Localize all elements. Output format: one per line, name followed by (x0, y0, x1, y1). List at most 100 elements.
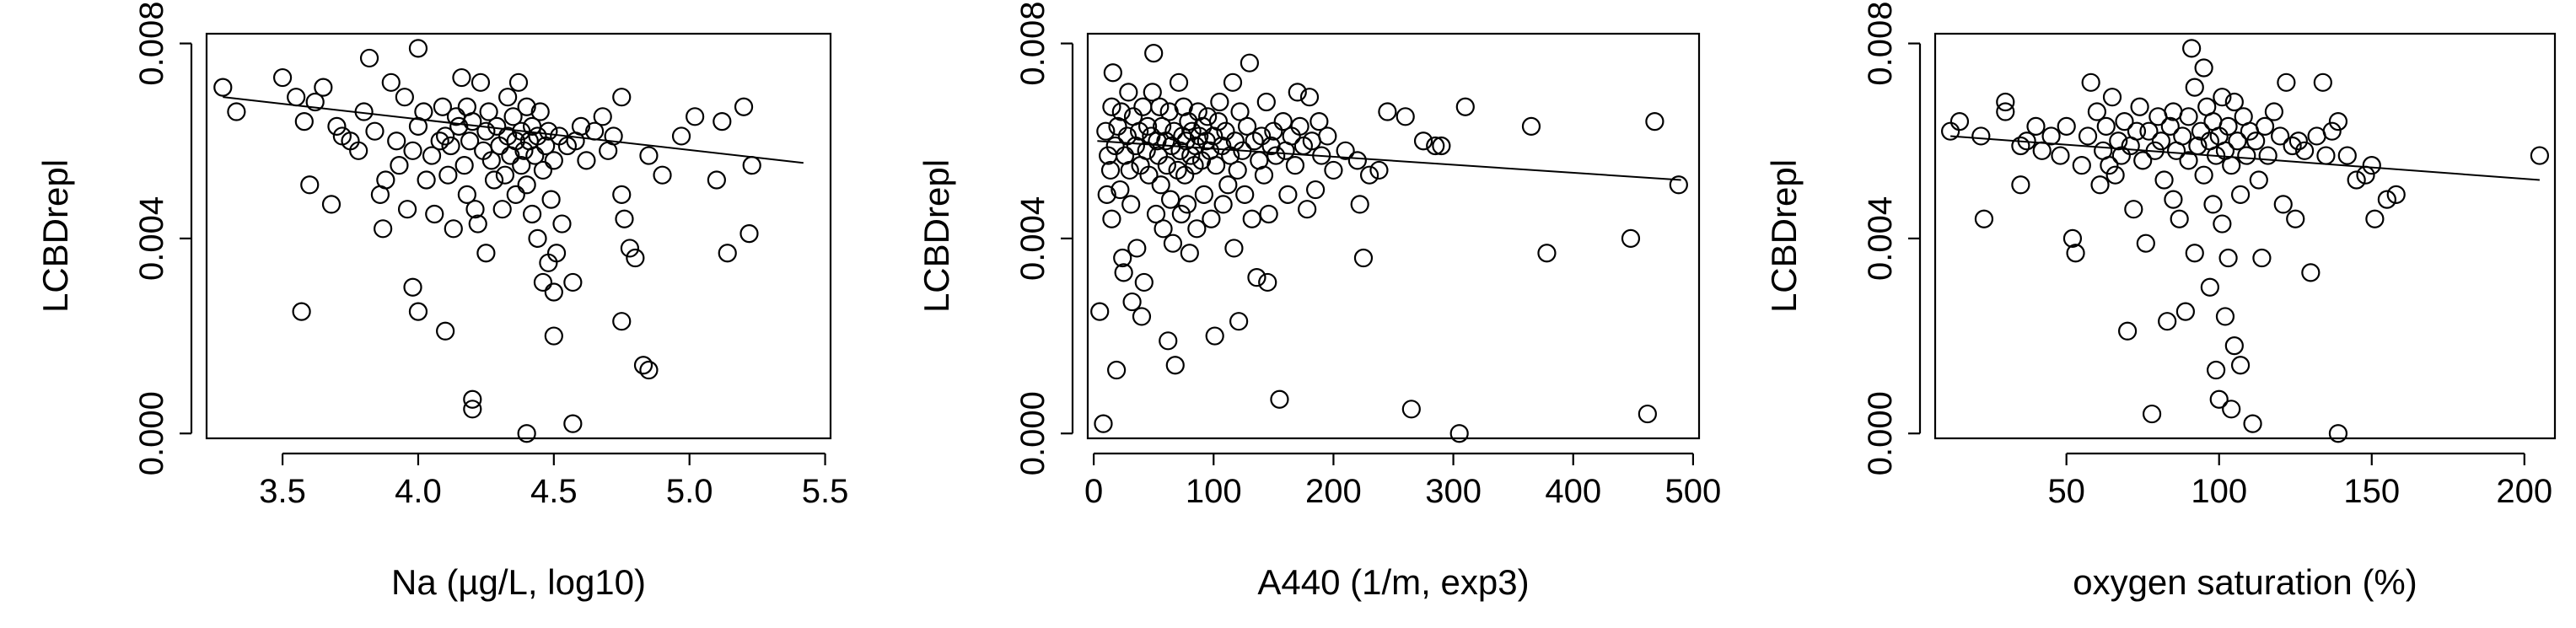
data-point (2096, 116, 2116, 136)
data-point (522, 204, 542, 224)
data-point (1146, 204, 1166, 224)
data-point (1143, 83, 1162, 102)
data-point (544, 151, 563, 170)
data-point (403, 277, 422, 297)
data-point (425, 204, 444, 224)
data-point (1159, 331, 1178, 351)
data-point (577, 151, 596, 170)
data-point (506, 185, 525, 204)
data-point (1369, 160, 1389, 180)
data-point (321, 195, 341, 214)
data-point (2222, 400, 2241, 419)
data-point (457, 185, 476, 204)
data-point (2148, 107, 2168, 126)
data-point (508, 72, 529, 92)
data-point (390, 156, 409, 175)
data-point (2170, 209, 2189, 228)
data-point (2237, 146, 2256, 165)
data-point (417, 170, 436, 190)
data-point (2118, 321, 2138, 341)
data-point (349, 141, 368, 160)
data-point (2328, 111, 2348, 132)
data-point (408, 39, 428, 58)
data-point (2175, 302, 2195, 321)
data-point (2530, 146, 2549, 165)
data-point (2127, 121, 2147, 141)
data-point (517, 424, 536, 443)
data-point (1537, 244, 1557, 263)
data-point (707, 170, 726, 190)
data-point (1151, 175, 1170, 195)
x-tick-label: 150 (2343, 473, 2400, 510)
data-point (2133, 151, 2153, 170)
data-point (2273, 195, 2293, 214)
data-point (314, 78, 333, 97)
y-tick-label: 0.004 (1862, 196, 1899, 281)
data-point (1247, 268, 1266, 287)
data-point (1216, 121, 1235, 141)
data-point (2271, 126, 2290, 146)
data-point (2386, 185, 2406, 204)
data-point (1359, 165, 1379, 185)
data-point (300, 175, 320, 195)
data-point (2185, 244, 2204, 263)
data-point (2307, 126, 2326, 146)
data-point (395, 88, 414, 107)
data-point (1228, 160, 1247, 180)
data-point (1139, 165, 1159, 185)
data-point (1120, 160, 1139, 180)
x-tick-label: 4.0 (395, 473, 442, 510)
data-point (2194, 165, 2213, 185)
data-point (1252, 126, 1272, 146)
data-point (2218, 116, 2238, 136)
data-point (2115, 111, 2134, 132)
data-point (397, 200, 417, 219)
x-tick-label: 5.0 (666, 473, 713, 510)
data-point (1285, 156, 1305, 175)
data-point (2179, 151, 2198, 170)
x-tick-label: 300 (1425, 473, 1482, 510)
data-point (1256, 92, 1276, 112)
data-point (287, 88, 306, 107)
data-point (1218, 175, 1238, 195)
data-point (503, 107, 523, 126)
data-point (1102, 97, 1121, 116)
x-tick-label: 3.5 (259, 473, 306, 510)
data-point (1111, 180, 1130, 200)
data-point (1177, 195, 1197, 214)
data-point (1449, 424, 1469, 443)
y-tick-label: 0.000 (1014, 391, 1051, 475)
data-point (1223, 72, 1243, 92)
data-point (1264, 121, 1283, 141)
data-point (1134, 272, 1154, 293)
data-point (1205, 326, 1224, 346)
data-point (552, 214, 572, 233)
x-tick-label: 0 (1084, 473, 1103, 510)
data-point (1207, 156, 1226, 175)
data-point (2072, 156, 2091, 175)
x-tick-label: 400 (1545, 473, 1601, 510)
data-point (495, 165, 515, 185)
data-point (2224, 336, 2244, 356)
data-point (1350, 195, 1369, 214)
data-point (2362, 156, 2381, 175)
data-point (1194, 185, 1213, 204)
data-point (481, 151, 501, 170)
data-point (2164, 190, 2183, 209)
data-point (1114, 263, 1133, 282)
data-point (2087, 102, 2106, 121)
data-point (2102, 88, 2122, 107)
y-axis-title: LCBDrepl (917, 159, 956, 313)
data-point (713, 111, 732, 132)
data-point (408, 302, 428, 321)
data-point (612, 312, 632, 331)
data-point (2288, 132, 2308, 151)
data-point (2286, 209, 2305, 228)
data-point (2057, 116, 2076, 136)
plot-frame (205, 32, 832, 440)
data-point (1113, 248, 1132, 268)
data-point (1240, 53, 1260, 72)
data-point (471, 72, 491, 92)
data-point (1171, 204, 1191, 224)
